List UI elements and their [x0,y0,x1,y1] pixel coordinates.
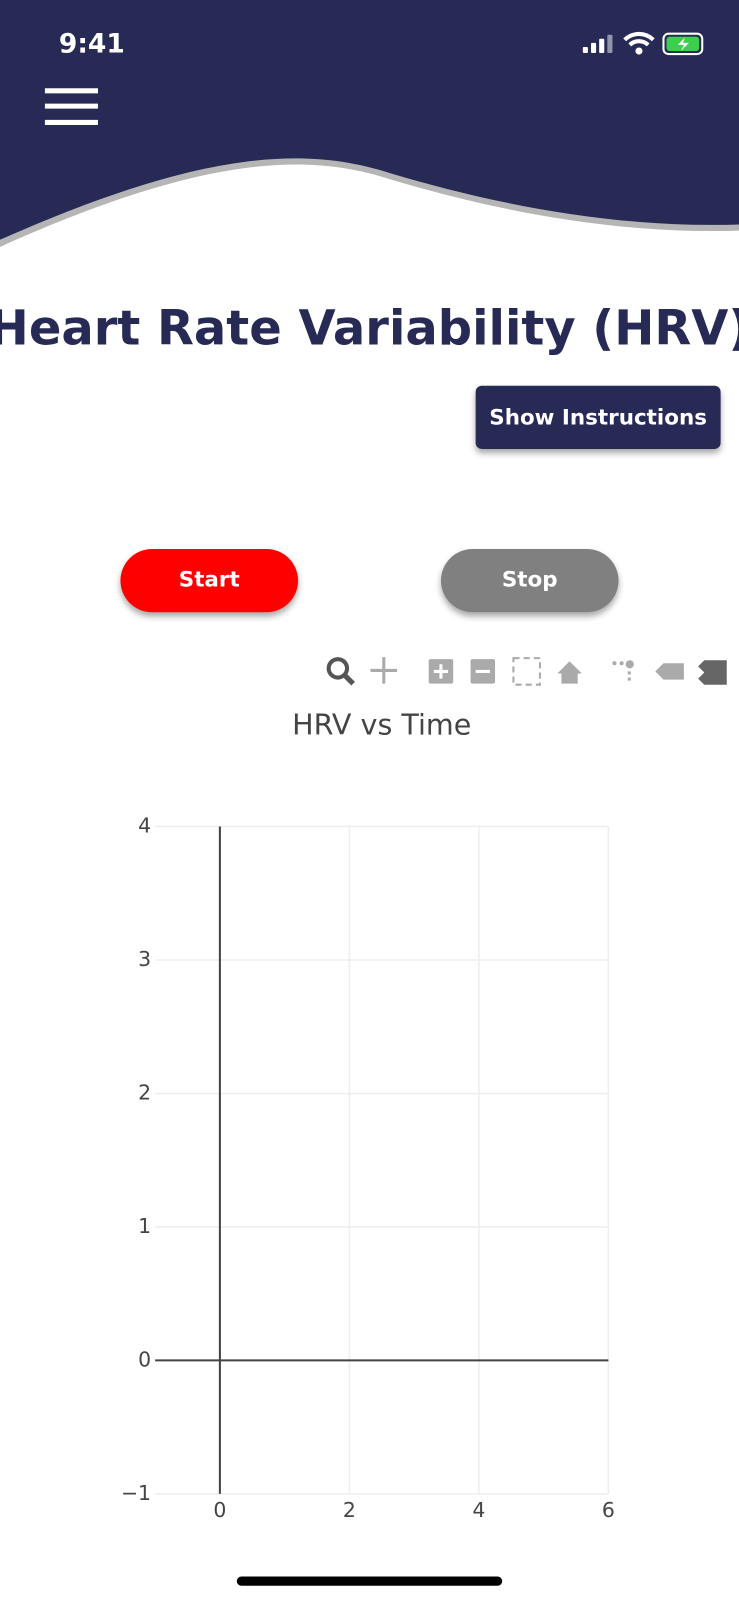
battery-bolt [677,37,689,52]
instructions-button-bg[interactable] [475,385,721,449]
home-indicator [236,1576,503,1586]
instructions-button-label[interactable]: Show Instructions [489,405,707,430]
header-background [0,0,739,240]
x-tick-label: 6 [602,1498,615,1522]
plot-area: −1 0 1 2 3 4 0 2 4 6 [121,814,615,1523]
stop-button-label[interactable]: Stop [502,568,558,593]
y-tick-label: 1 [138,1214,151,1238]
y-tick-label: 2 [138,1080,151,1104]
y-tick-label: 4 [138,814,151,838]
zoom-out-tool[interactable] [470,659,496,684]
wifi-dot [635,47,643,55]
y-tick-label: −1 [121,1481,151,1505]
start-button[interactable]: Start [120,548,299,613]
reset-tool[interactable] [557,661,582,684]
page-title: Heart Rate Variability (HRV) [0,301,739,357]
stop-button-bg[interactable] [440,548,619,613]
pan-tool[interactable] [370,657,398,684]
x-tick-label: 2 [343,1498,356,1522]
status-time: 9:41 [59,28,125,59]
y-tick-label: 0 [138,1347,151,1371]
start-button-bg[interactable] [120,548,299,613]
menu-button[interactable] [44,88,98,125]
stop-button[interactable]: Stop [440,548,619,613]
signal-icon [582,34,613,54]
x-tick-label: 0 [213,1498,226,1522]
hover-compare-tool[interactable] [698,660,727,685]
y-tick-label: 3 [138,947,151,971]
x-tick-label: 4 [472,1498,485,1522]
wifi-icon [623,31,655,47]
hover-closest-tool[interactable] [655,663,684,680]
instructions-button[interactable]: Show Instructions [475,385,721,449]
zoom-in-tool[interactable] [428,659,454,684]
zoom-tool[interactable] [326,657,355,686]
chart-toolbar [326,657,727,686]
start-button-label[interactable]: Start [179,568,240,593]
spike-tool[interactable] [612,660,634,681]
chart-title: HRV vs Time [292,708,471,742]
autoscale-tool[interactable] [512,657,541,686]
battery-outline [662,32,704,56]
